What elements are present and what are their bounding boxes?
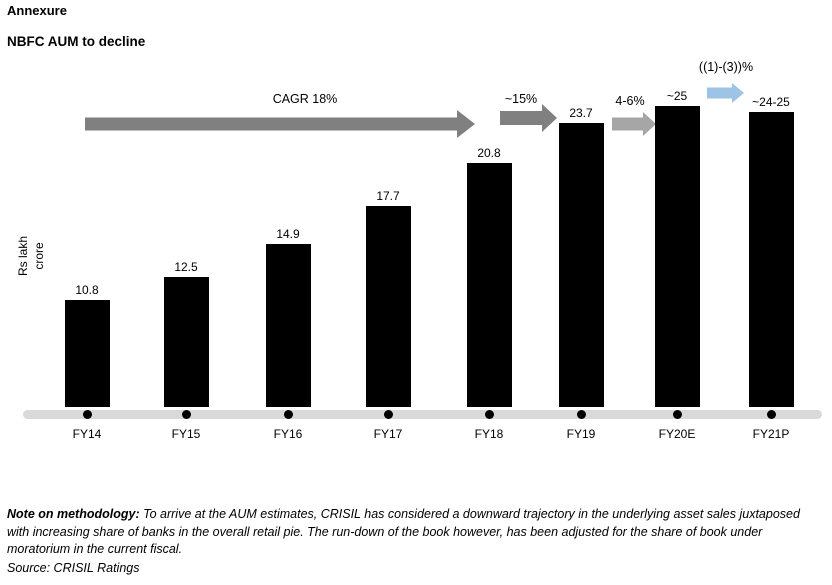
value-label-fy21p: ~24-25: [752, 95, 790, 109]
x-label-fy19: FY19: [566, 427, 596, 441]
x-label-fy20e: FY20E: [658, 427, 696, 441]
x-label-fy18: FY18: [474, 427, 504, 441]
x-axis-line: [23, 410, 822, 419]
value-label-fy20e: ~25: [666, 89, 688, 103]
decline-range-arrow-label: ((1)-(3))%: [698, 60, 754, 74]
axis-dot-fy14: [82, 410, 92, 419]
note-label: Note on methodology:: [7, 507, 140, 521]
source-line: Source: CRISIL Ratings: [7, 561, 140, 575]
growth-4-6pct-arrow-label: 4-6%: [615, 94, 645, 108]
x-label-fy21p: FY21P: [752, 427, 790, 441]
bar-fy19: [558, 123, 604, 407]
decline-range-arrow-icon: [707, 83, 744, 103]
axis-dot-fy17: [383, 410, 393, 419]
bar-fy14: [64, 300, 110, 407]
growth-15pct-arrow-label: ~15%: [504, 92, 538, 106]
axis-dot-fy20e: [672, 410, 682, 419]
value-label-fy14: 10.8: [75, 283, 99, 297]
axis-dot-fy15: [181, 410, 191, 419]
x-label-fy17: FY17: [373, 427, 403, 441]
x-label-fy15: FY15: [171, 427, 201, 441]
bar-fy21p: [748, 112, 794, 407]
note-text: To arrive at the AUM estimates, CRISIL h…: [7, 507, 800, 556]
axis-dot-fy16: [283, 410, 293, 419]
chart-title: NBFC AUM to decline: [7, 34, 146, 49]
x-label-fy14: FY14: [72, 427, 102, 441]
bar-fy17: [365, 206, 411, 407]
bar-fy20e: [654, 106, 700, 407]
bar-fy16: [265, 244, 311, 407]
cagr-arrow-label: CAGR 18%: [272, 92, 338, 106]
value-label-fy18: 20.8: [477, 146, 501, 160]
value-label-fy17: 17.7: [376, 189, 400, 203]
methodology-note: Note on methodology: To arrive at the AU…: [7, 506, 813, 559]
growth-4-6pct-arrow-icon: [612, 112, 656, 136]
axis-dot-fy18: [484, 410, 494, 419]
axis-dot-fy19: [576, 410, 586, 419]
growth-15pct-arrow-icon: [500, 104, 557, 132]
value-label-fy16: 14.9: [276, 227, 300, 241]
value-label-fy15: 12.5: [174, 260, 198, 274]
bar-fy15: [163, 277, 209, 407]
cagr-growth-arrow-icon: [85, 110, 475, 138]
bar-fy18: [466, 163, 512, 407]
value-label-fy19: 23.7: [569, 106, 593, 120]
page-title: Annexure: [7, 3, 67, 18]
x-label-fy16: FY16: [273, 427, 303, 441]
axis-dot-fy21p: [766, 410, 776, 419]
